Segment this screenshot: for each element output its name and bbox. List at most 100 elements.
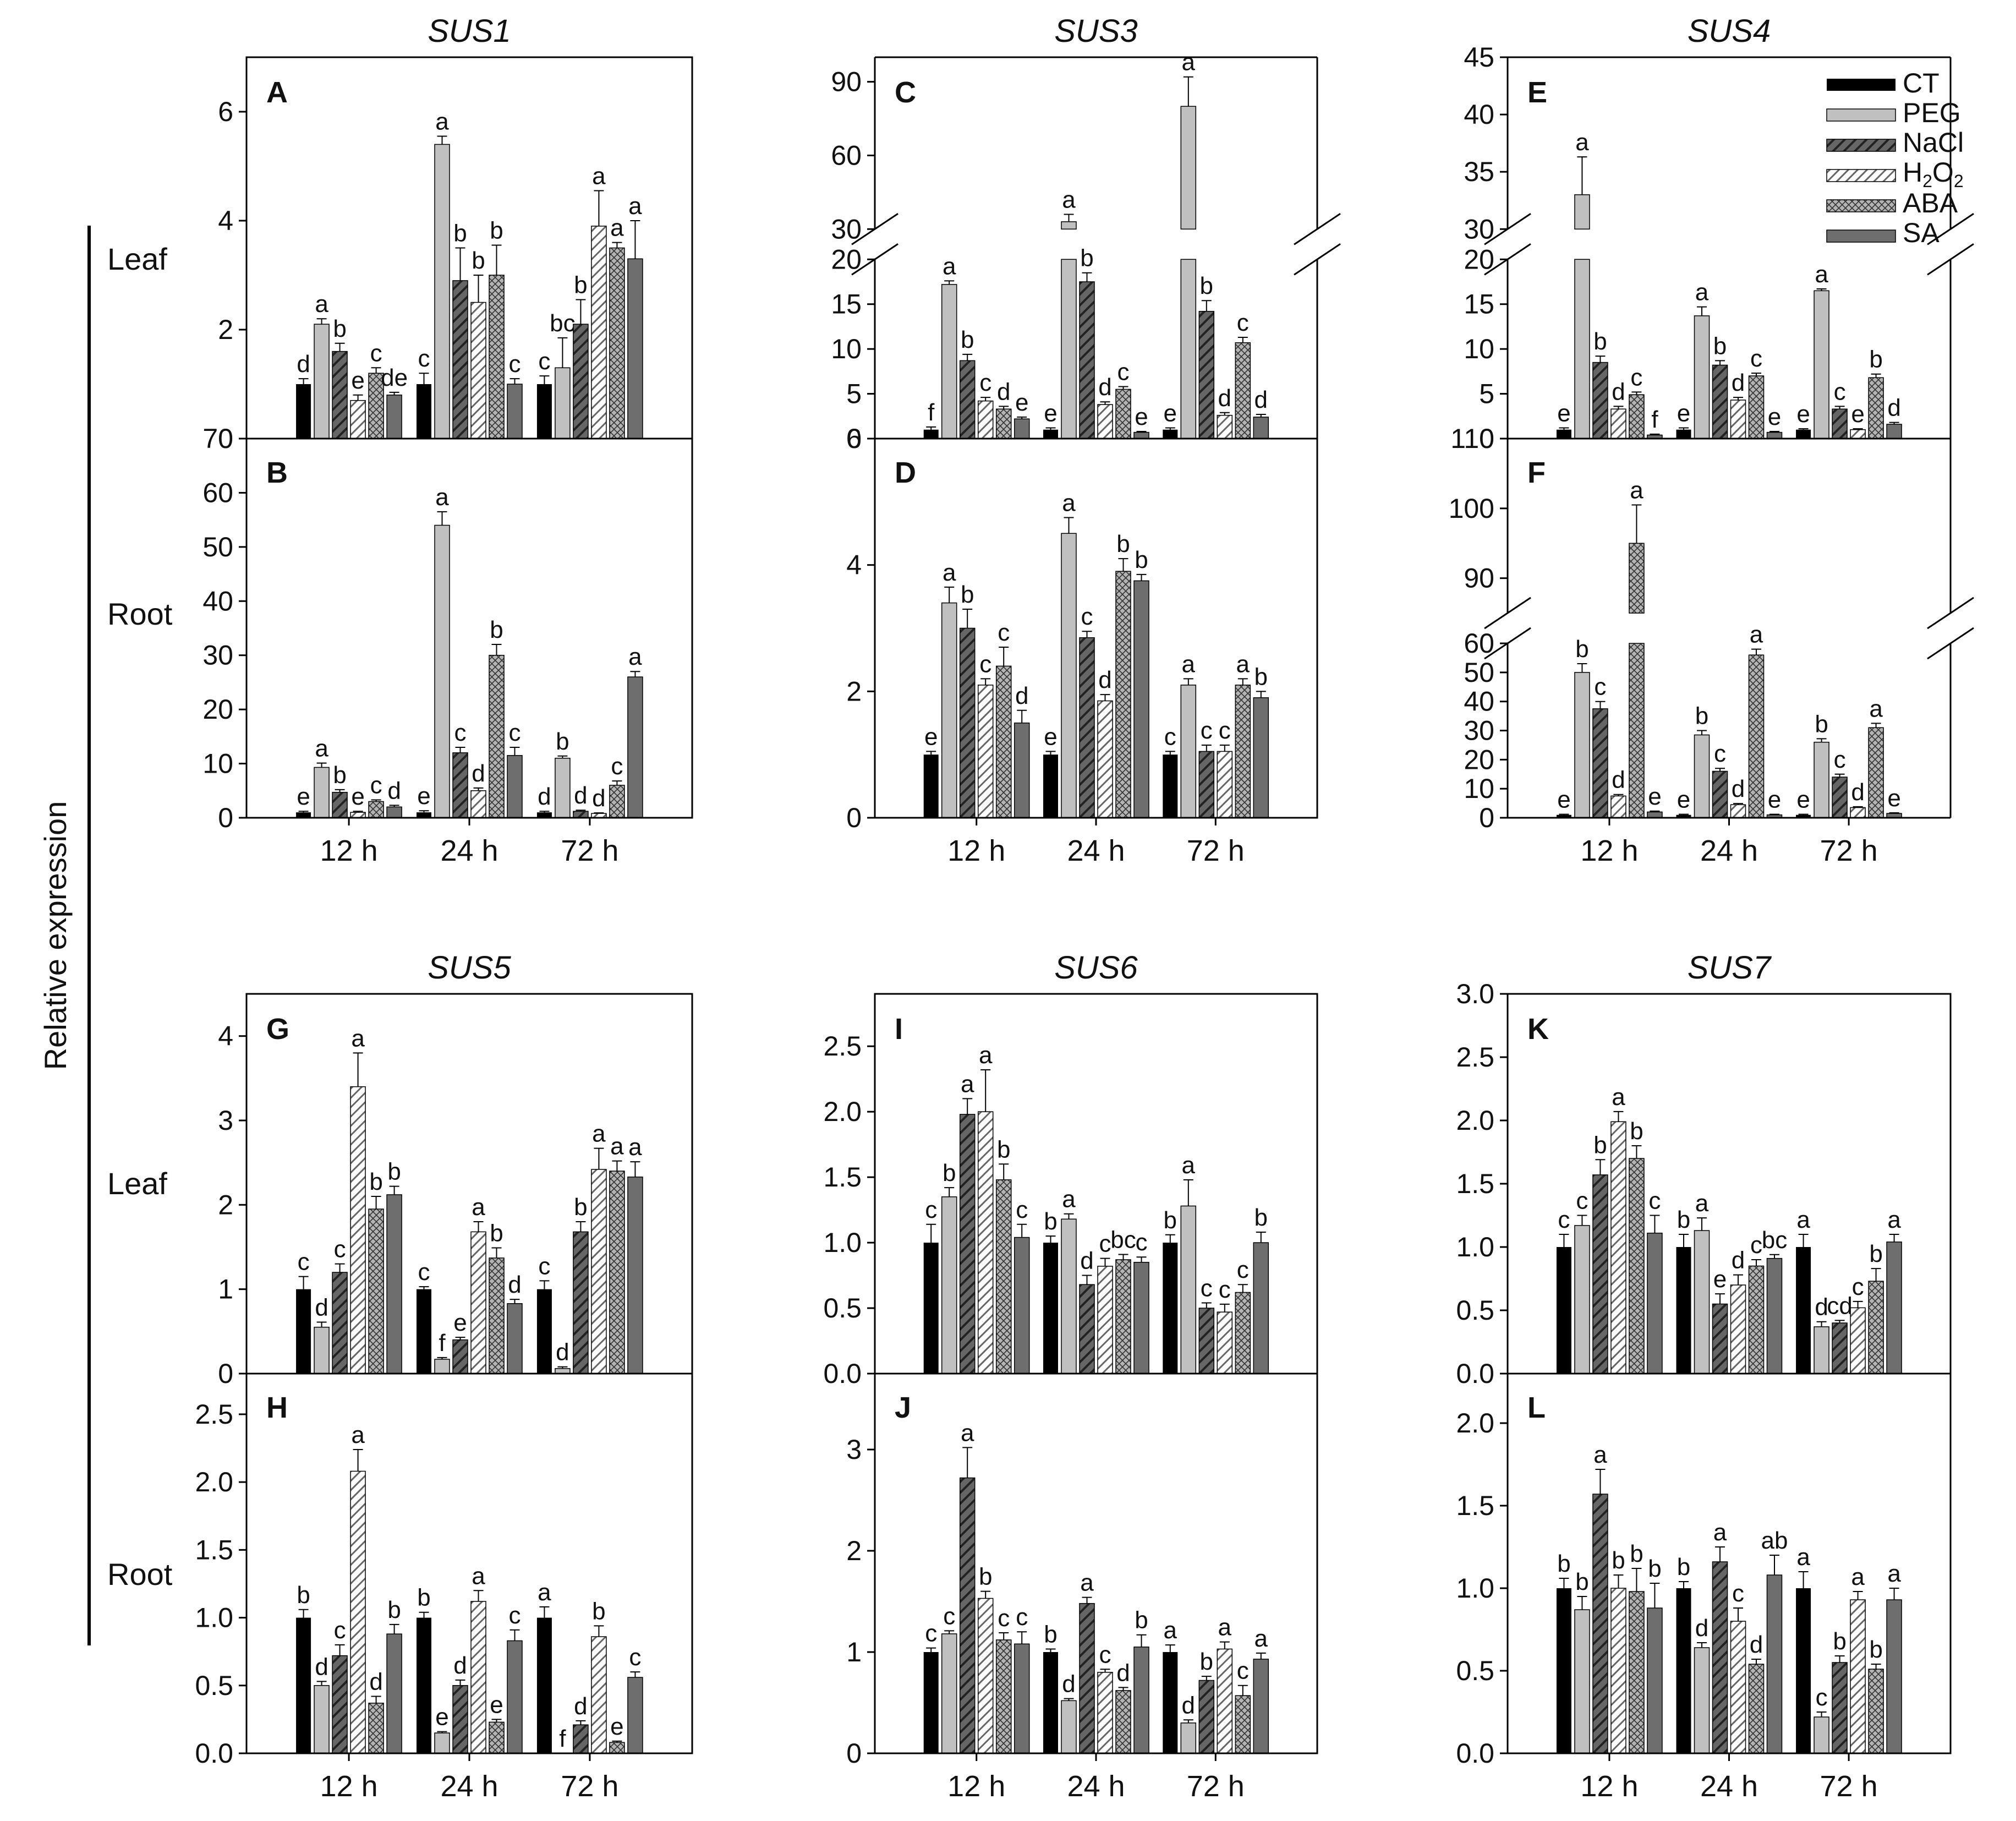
panel-F-axis-break-mark	[1927, 597, 1974, 630]
panel-C-sig-letter: e	[1135, 403, 1148, 430]
panel-K-bar-h2o2	[1730, 1284, 1746, 1374]
panel-K-bar-aba	[1748, 1265, 1765, 1374]
panel-A-bar-aba	[368, 373, 384, 439]
panel-E-bar-nacl	[1712, 364, 1728, 439]
panel-E-sig-letter: d	[1612, 378, 1625, 405]
panel-I-sig-letter: c	[1136, 1229, 1148, 1256]
panel-F-sig-letter: a	[1630, 477, 1644, 504]
panel-L-sig-letter: b	[1648, 1555, 1661, 1582]
panel-L-bar-sa	[1886, 1599, 1902, 1754]
panel-K-sig-letter: a	[1612, 1084, 1625, 1111]
panel-F-xtick-label: 24 h	[1700, 834, 1758, 867]
panel-H-sig-letter: e	[435, 1704, 448, 1731]
panel-K-sig-letter: d	[1815, 1294, 1828, 1321]
panel-K-bar-ct	[1676, 1247, 1691, 1374]
panel-H-sig-letter: a	[538, 1579, 551, 1606]
panel-F-ytick-label: 30	[1464, 715, 1494, 746]
panel-F-sig-letter: b	[1695, 703, 1708, 730]
panel-I-bar-aba	[995, 1179, 1012, 1374]
panel-B-xtick-label: 12 h	[320, 834, 378, 867]
panel-F-bar-ct	[1556, 814, 1571, 818]
panel-G-bar-peg	[314, 1326, 330, 1374]
panel-G-bar-ct	[417, 1289, 431, 1374]
panel-H-sig-letter: a	[472, 1562, 485, 1589]
panel-A-bar-ct	[417, 384, 431, 439]
panel-L-frame	[1506, 1372, 1952, 1754]
panel-G-sig-letter: a	[610, 1133, 624, 1160]
panel-D-xtick-label: 72 h	[1187, 834, 1245, 867]
panel-I-sig-letter: c	[1219, 1276, 1231, 1303]
panel-H-sig-letter: b	[417, 1584, 430, 1611]
legend-label-ct: CT	[1903, 68, 1940, 99]
panel-L-sig-letter: b	[1630, 1540, 1643, 1567]
panel-I-sig-letter: b	[943, 1160, 956, 1186]
panel-D-sig-letter: e	[1044, 723, 1057, 750]
panel-A-frame	[245, 56, 693, 440]
panel-C-axis-break-mark	[1294, 213, 1341, 245]
panel-L-bar-nacl	[1712, 1561, 1728, 1754]
panel-C-sig-letter: e	[1044, 400, 1057, 426]
panel-K-frame	[1506, 993, 1952, 1375]
panel-H-bar-peg	[314, 1685, 330, 1754]
panel-L-xtick-label: 12 h	[1580, 1770, 1638, 1803]
panel-H-bar-ct	[536, 1617, 552, 1753]
panel-B-ytick-label: 60	[202, 477, 233, 508]
panel-B-sig-letter: d	[387, 777, 401, 804]
panel-C-ytick-label: 30	[831, 214, 862, 244]
panel-B-ytick-label: 30	[202, 640, 233, 671]
panel-L-sig-letter: b	[1677, 1554, 1690, 1581]
panel-D-sig-letter: b	[1254, 663, 1268, 690]
h2o2-sub-1: 2	[1922, 171, 1932, 191]
legend-swatch-h2o2	[1826, 169, 1896, 182]
legend-label-sa: SA	[1903, 217, 1940, 248]
panel-B-sig-letter: c	[509, 719, 521, 746]
panel-F-bar-peg	[1814, 741, 1829, 818]
panel-I-sig-letter: c	[1237, 1256, 1249, 1283]
panel-C-sig-letter: d	[1254, 386, 1268, 413]
panel-B-bar-peg	[314, 767, 330, 818]
panel-K-sig-letter: bc	[1762, 1227, 1787, 1254]
panel-F-sig-letter: e	[1677, 786, 1690, 813]
panel-I-ytick-label: 0.0	[823, 1358, 862, 1389]
panel-E-sig-letter: d	[1732, 369, 1745, 396]
panel-D-sig-letter: b	[961, 581, 974, 608]
panel-G-sig-letter: b	[490, 1220, 503, 1247]
panel-I-frame	[874, 993, 1318, 1375]
panel-I-bar-ct	[923, 1243, 939, 1374]
panel-H-sig-letter: d	[369, 1669, 382, 1696]
panel-E-bar-ct	[1556, 429, 1571, 439]
panel-A-ytick-label: 2	[218, 314, 233, 345]
panel-A-title: SUS1	[428, 13, 511, 49]
panel-E-ytick-label: 0	[1479, 423, 1494, 454]
panel-A-sig-letter: c	[538, 348, 550, 375]
panel-J-frame	[874, 1372, 1318, 1754]
panel-B-sig-letter: b	[333, 762, 346, 789]
panel-L-ytick-label: 0.5	[1456, 1655, 1494, 1686]
h2o2-h: H	[1903, 157, 1922, 188]
panel-I-bar-nacl	[1079, 1284, 1095, 1374]
panel-H-bar-nacl	[452, 1685, 468, 1754]
panel-E-sig-letter: b	[1593, 328, 1607, 355]
panel-C-sig-letter: a	[943, 253, 956, 280]
panel-F-bar-peg	[1694, 734, 1710, 818]
panel-A-bar-peg	[314, 324, 330, 439]
panel-H-sig-letter: e	[490, 1691, 503, 1718]
panel-D-ytick-label: 2	[846, 676, 862, 707]
panel-E-title: SUS4	[1688, 13, 1771, 49]
panel-L-bar-sa	[1766, 1574, 1783, 1754]
panel-C-sig-letter: a	[1062, 187, 1076, 214]
panel-I-sig-letter: c	[1016, 1196, 1028, 1223]
panel-I-bar-peg	[941, 1196, 957, 1374]
panel-B-sig-letter: c	[370, 772, 382, 799]
panel-L-sig-letter: b	[1575, 1568, 1588, 1595]
panel-E-sig-letter: f	[1651, 406, 1658, 433]
panel-K-sig-letter: e	[1713, 1266, 1727, 1293]
panel-K-ytick-label: 2.5	[1456, 1042, 1494, 1073]
panel-K-title: SUS7	[1688, 950, 1772, 986]
panel-F-ytick-label: 60	[1464, 628, 1494, 659]
panel-B-ytick-label: 0	[218, 802, 233, 833]
panel-L-xtick-label: 24 h	[1700, 1770, 1758, 1803]
panel-L-bar-h2o2	[1850, 1599, 1866, 1754]
panel-I-label: I	[895, 1013, 903, 1046]
